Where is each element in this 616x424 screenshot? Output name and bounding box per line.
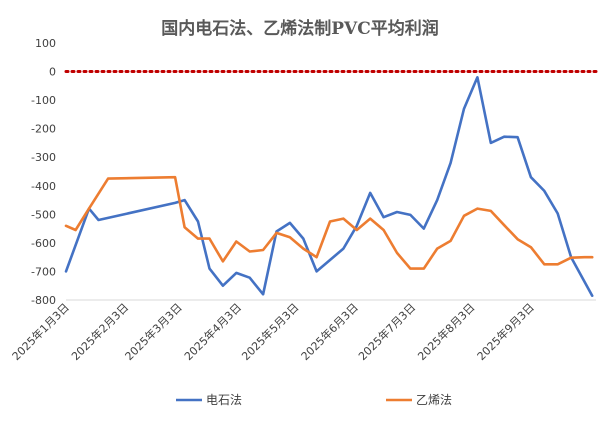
- chart-title: 国内电石法、乙烯法制PVC平均利润: [161, 18, 439, 39]
- y-tick-label: -600: [31, 237, 56, 250]
- legend: 电石法 乙烯法: [176, 393, 452, 407]
- y-tick-label: -700: [31, 265, 56, 278]
- legend-label: 电石法: [206, 393, 242, 407]
- y-tick-label: 100: [35, 37, 56, 50]
- y-axis: 100 0 -100 -200 -300 -400 -500 -600 -700 -800: [31, 37, 56, 307]
- y-tick-label: -400: [31, 180, 56, 193]
- series-layer: [64, 76, 594, 298]
- y-tick-label: -300: [31, 151, 56, 164]
- series-line-1: [64, 76, 594, 298]
- legend-label: 乙烯法: [416, 393, 452, 407]
- y-tick-label: -100: [31, 94, 56, 107]
- y-tick-label: -800: [31, 294, 56, 307]
- y-tick-label: -500: [31, 208, 56, 221]
- y-tick-label: 0: [49, 66, 56, 79]
- y-tick-label: -200: [31, 123, 56, 136]
- series-line-2: [64, 175, 594, 270]
